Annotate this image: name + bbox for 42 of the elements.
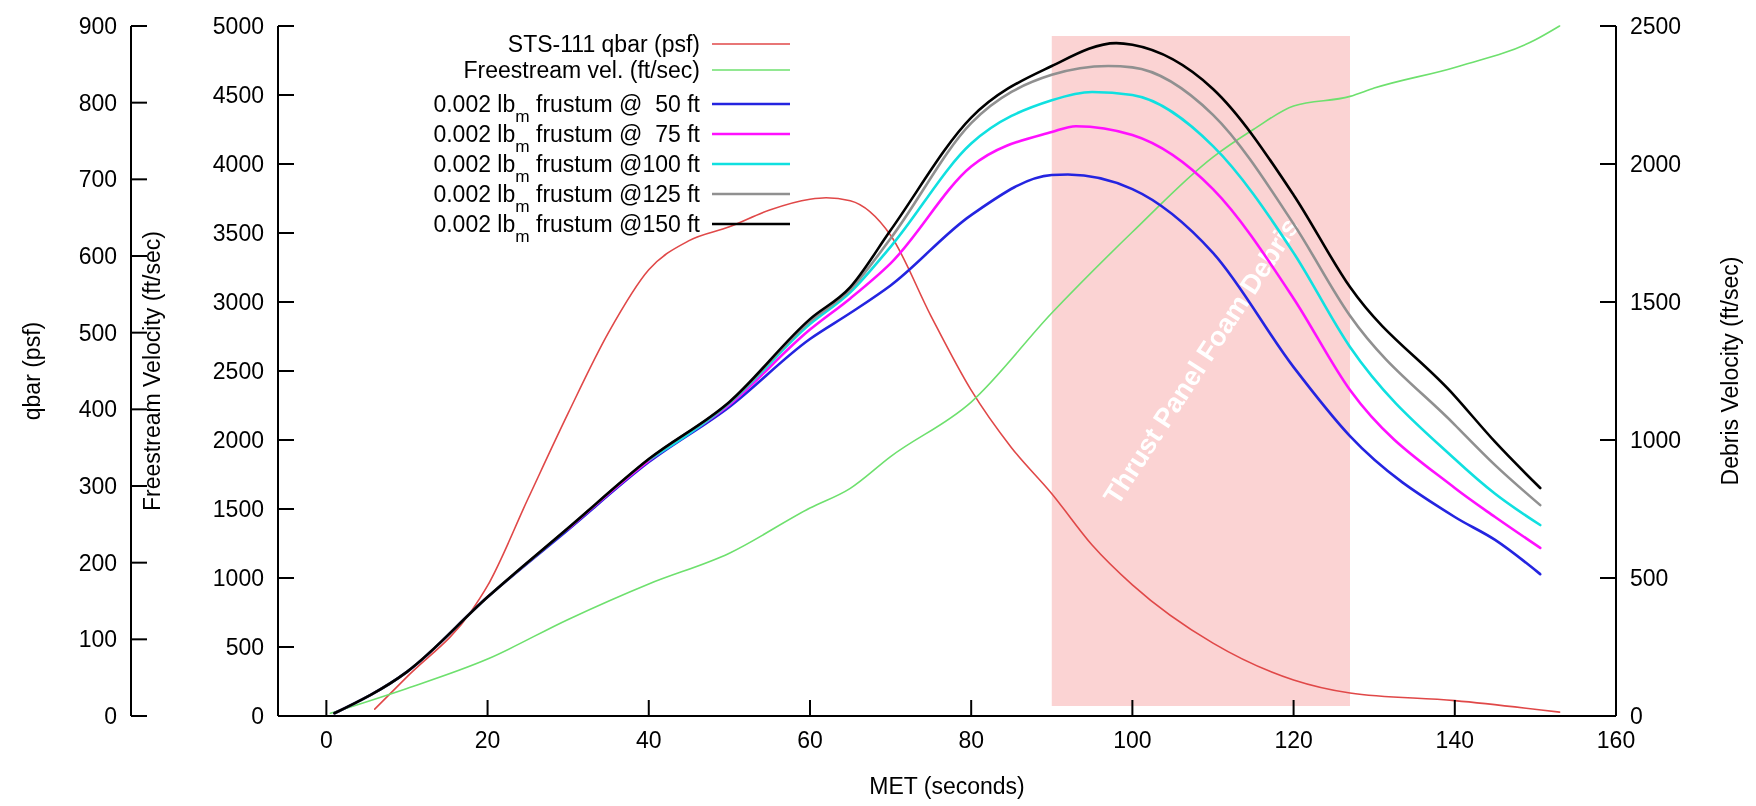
y2-tick-label: 0 [1630, 703, 1643, 730]
y-tick-label: 2500 [212, 358, 264, 385]
y-tick-label: 3500 [212, 220, 264, 247]
y-axis-title: Freestream Velocity (ft/sec) [139, 231, 165, 511]
y-tick-label: 2000 [212, 427, 264, 454]
y3-tick-label: 500 [78, 319, 117, 346]
y2-tick-label: 2500 [1630, 13, 1682, 40]
x-tick-label: 0 [319, 727, 333, 753]
y3-tick-label: 800 [78, 89, 117, 116]
y-tick-label: 500 [225, 634, 264, 661]
x-tick-label: 20 [474, 727, 501, 753]
y-tick-label: 4500 [212, 82, 264, 109]
y3-tick-label: 0 [104, 703, 117, 730]
y-tick-label: 3000 [212, 289, 264, 316]
x-axis-title: MET (seconds) [869, 773, 1025, 799]
legend-label: STS-111 qbar (psf) [507, 31, 700, 58]
y3-tick-label: 300 [78, 473, 117, 500]
y2-tick-label: 1500 [1630, 289, 1682, 316]
y3-tick-label: 200 [78, 549, 117, 576]
x-tick-label: 120 [1274, 727, 1313, 753]
y2-tick-label: 2000 [1630, 151, 1682, 178]
y3-tick-label: 100 [78, 626, 117, 653]
x-tick-label: 100 [1113, 727, 1152, 753]
x-tick-label: 80 [958, 727, 984, 753]
x-tick-label: 140 [1435, 727, 1474, 753]
y-tick-label: 1500 [212, 496, 264, 523]
y-tick-label: 5000 [212, 13, 264, 40]
y-tick-label: 1000 [212, 565, 264, 592]
y2-tick-label: 1000 [1630, 427, 1682, 454]
x-tick-label: 160 [1596, 727, 1636, 753]
y2-tick-label: 500 [1630, 565, 1669, 592]
y-tick-label: 0 [251, 703, 264, 730]
y3-tick-label: 400 [78, 396, 117, 423]
y3-tick-label: 700 [78, 166, 117, 193]
y3-tick-label: 600 [78, 243, 117, 270]
y3-tick-label: 900 [78, 13, 117, 40]
x-tick-label: 60 [797, 727, 823, 753]
y2-axis-title: Debris Velocity (ft/sec) [1717, 256, 1743, 486]
legend-label: Freestream vel. (ft/sec) [463, 57, 700, 84]
y-tick-label: 4000 [212, 151, 264, 178]
y3-axis-title: qbar (psf) [19, 321, 45, 421]
x-tick-label: 40 [635, 727, 662, 753]
